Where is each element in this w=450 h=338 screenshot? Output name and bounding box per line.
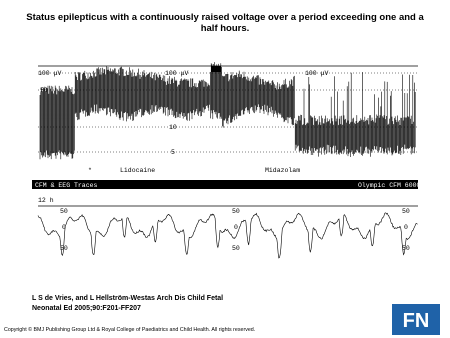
event-marker: * xyxy=(88,167,92,174)
axis-label: 50 xyxy=(402,245,410,252)
banner-text: Olympic CFM 6000 xyxy=(358,182,421,189)
axis-label: 50 xyxy=(232,245,240,252)
title: Status epilepticus with a continuously r… xyxy=(26,12,424,34)
cfm-trace xyxy=(39,62,416,160)
axis-label: 100 μV xyxy=(305,70,329,77)
event-label: Midazolam xyxy=(265,167,300,174)
citation: L S de Vries, and L Hellström-Westas Arc… xyxy=(32,295,223,302)
axis-label: 50 xyxy=(232,208,240,215)
axis-label: 100 μV xyxy=(38,70,62,77)
marker-block xyxy=(211,66,221,72)
eeg-trace xyxy=(37,212,418,259)
banner xyxy=(32,180,418,189)
axis-label: 50 xyxy=(60,208,68,215)
title-box: Status epilepticus with a continuously r… xyxy=(26,12,424,34)
time-label: 12 h xyxy=(38,197,54,204)
copyright: Copyright © BMJ Publishing Group Ltd & R… xyxy=(4,326,255,333)
axis-label: 50 xyxy=(40,87,48,94)
axis-label: 0 xyxy=(62,224,66,231)
axis-label: 100 μV xyxy=(165,70,189,77)
logo-box xyxy=(392,304,440,335)
axis-label: 50 xyxy=(60,245,68,252)
axis-label: 0 xyxy=(234,224,238,231)
axis-label: 5 xyxy=(171,149,175,156)
axis-label: 0 xyxy=(404,224,408,231)
axis-label: 50 xyxy=(402,208,410,215)
event-label: Lidocaine xyxy=(120,167,155,174)
axis-label: 10 xyxy=(169,124,177,131)
figure: 100 μV 100 μV 100 μV 50 10 5 * Lidocaine… xyxy=(32,62,421,259)
banner-text: CFM & EEG Traces xyxy=(35,182,98,189)
citation: Neonatal Ed 2005;90:F201-FF207 xyxy=(32,305,141,312)
logo: FN xyxy=(403,310,430,332)
